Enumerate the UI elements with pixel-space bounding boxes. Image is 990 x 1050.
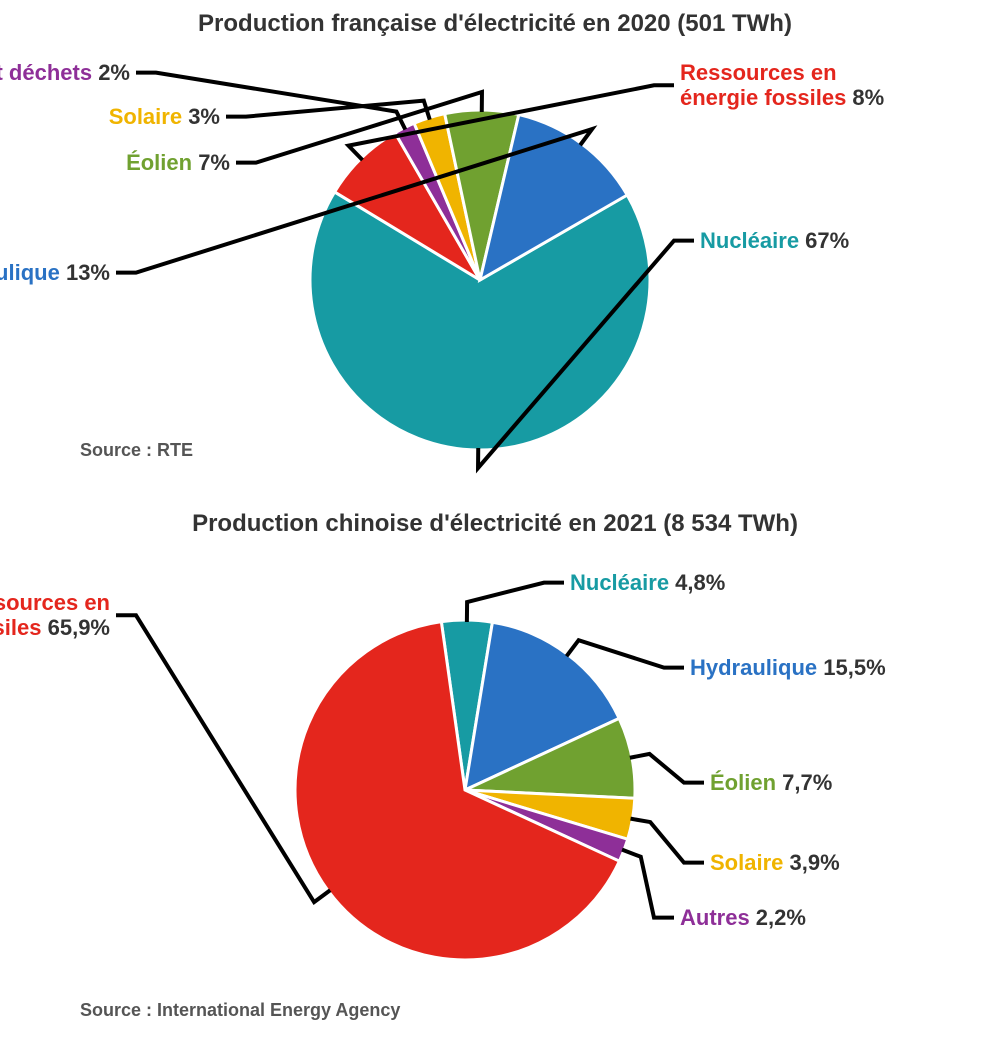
label-autres-name: Autres [680,905,750,930]
label-solaire-name: Solaire [710,850,783,875]
label-eolien-value: 7,7% [776,770,832,795]
label-hydraulique-value: 15,5% [817,655,886,680]
label-nucleaire-name: Nucléaire [570,570,669,595]
label-nucleaire: Nucléaire 4,8% [570,570,725,595]
label-hydraulique: Hydraulique 15,5% [690,655,886,680]
label-fossiles-name: Ressources en énergie fossiles [680,60,846,110]
label-biogaz-value: 2% [92,60,130,85]
leader-nucleaire [467,583,564,622]
label-hydraulique: Hydraulique 13% [0,260,110,285]
label-fossiles: Ressources en énergie fossiles 65,9% [0,590,110,641]
label-hydraulique-value: 13% [60,260,110,285]
page: Production française d'électricité en 20… [0,0,990,1050]
label-biogaz: Biogaz et déchets 2% [0,60,130,85]
leader-hydraulique [567,640,684,667]
label-solaire: Solaire 3,9% [710,850,840,875]
label-biogaz-name: Biogaz et déchets [0,60,92,85]
label-eolien-value: 7% [192,150,230,175]
label-autres-value: 2,2% [750,905,806,930]
label-eolien: Éolien 7% [126,150,230,175]
label-solaire: Solaire 3% [109,104,220,129]
label-solaire-name: Solaire [109,104,182,129]
label-eolien-name: Éolien [710,770,776,795]
leader-autres [622,850,674,918]
label-solaire-value: 3,9% [783,850,839,875]
label-fossiles-value: 65,9% [42,615,111,640]
label-fossiles: Ressources en énergie fossiles 8% [680,60,884,111]
chart2-source: Source : International Energy Agency [80,1000,400,1021]
label-fossiles-value: 8% [846,85,884,110]
label-nucleaire-value: 67% [799,228,849,253]
label-nucleaire: Nucléaire 67% [700,228,849,253]
label-autres: Autres 2,2% [680,905,806,930]
leader-eolien [630,754,704,783]
label-solaire-value: 3% [182,104,220,129]
label-nucleaire-name: Nucléaire [700,228,799,253]
label-eolien-name: Éolien [126,150,192,175]
label-hydraulique-name: Hydraulique [0,260,60,285]
label-eolien: Éolien 7,7% [710,770,832,795]
label-hydraulique-name: Hydraulique [690,655,817,680]
label-nucleaire-value: 4,8% [669,570,725,595]
